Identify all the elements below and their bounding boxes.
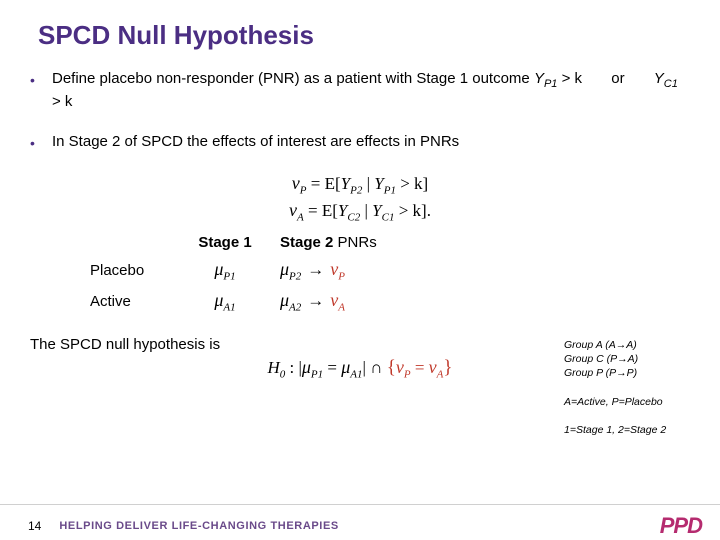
cell: μP1: [170, 259, 280, 282]
legend-line: Group C (P→A): [564, 352, 704, 366]
row-label-placebo: Placebo: [90, 262, 170, 279]
nu: ν: [396, 357, 404, 377]
mu-sub: A2: [289, 302, 301, 314]
math-var: Y: [338, 201, 347, 220]
brace: }: [443, 357, 452, 378]
mu: μ: [280, 259, 289, 279]
bullet-dot-icon: •: [30, 69, 52, 112]
math-var: Y: [341, 174, 350, 193]
math-sub: P1: [544, 78, 557, 90]
math-op: > k: [557, 70, 582, 87]
mu: μ: [341, 357, 350, 377]
nu-symbol: ν: [292, 173, 300, 193]
table-spacer: [90, 234, 170, 251]
rhs: > k]: [396, 174, 428, 193]
nu-sub: P: [300, 184, 307, 196]
table-row: Active μA1 μA2→νA: [90, 290, 490, 313]
math-op: > k: [52, 93, 72, 110]
slide-title: SPCD Null Hypothesis: [38, 20, 690, 51]
bar: |: [360, 201, 372, 220]
bullet-text: Define placebo non-responder (PNR) as a …: [52, 69, 690, 112]
arrow-icon: →: [301, 291, 330, 310]
cell: μA2→νA: [280, 290, 460, 313]
row-label-active: Active: [90, 293, 170, 310]
math-sub: C1: [664, 78, 678, 90]
math-sub: C2: [347, 212, 360, 224]
legend-line: A=Active, P=Placebo: [564, 395, 704, 409]
expectation-formulas: νP = E[YP2 | YP1 > k] νA = E[YC2 | YC1 >…: [30, 173, 690, 224]
legend-line: Group P (P→P): [564, 366, 704, 380]
cell: μP2→νP: [280, 259, 460, 282]
col-head-stage1: Stage 1: [170, 234, 280, 251]
arrow-icon: →: [301, 260, 330, 279]
stage-table: Stage 1 Stage 2 PNRs Placebo μP1 μP2→νP …: [90, 234, 490, 314]
mu: μ: [280, 290, 289, 310]
formula-line: νP = E[YP2 | YP1 > k]: [30, 173, 690, 196]
mu-sub: P1: [223, 270, 235, 282]
brace: {: [387, 357, 396, 378]
h0: H: [267, 358, 279, 377]
rhs: > k].: [394, 201, 431, 220]
nu: ν: [429, 357, 437, 377]
eq: =: [323, 358, 341, 377]
eq: = E[: [307, 174, 341, 193]
math-sub: P1: [384, 184, 396, 196]
nu-sub: A: [297, 212, 304, 224]
bullet-dot-icon: •: [30, 132, 52, 153]
mu-sub: A1: [223, 302, 235, 314]
math-var: Y: [654, 70, 664, 87]
legend-line: Group A (A→A): [564, 338, 704, 352]
bullet-pre: Define placebo non-responder (PNR) as a …: [52, 70, 534, 87]
footer-tagline: HELPING DELIVER LIFE-CHANGING THERAPIES: [59, 520, 659, 532]
col-head-stage2: Stage 2 PNRs: [280, 234, 460, 251]
table-row: Placebo μP1 μP2→νP: [90, 259, 490, 282]
legend-gap: [564, 381, 704, 395]
bullet-list: • Define placebo non-responder (PNR) as …: [30, 69, 690, 153]
bullet-sep: or: [586, 70, 649, 87]
colon: : |: [285, 358, 302, 377]
mu-sub: P1: [311, 368, 323, 380]
math-sub: C1: [382, 212, 395, 224]
bullet-item: • In Stage 2 of SPCD the effects of inte…: [30, 132, 690, 153]
cell: μA1: [170, 290, 280, 313]
legend-gap: [564, 409, 704, 423]
mu-sub: A1: [350, 368, 362, 380]
formula-line: νA = E[YC2 | YC1 > k].: [30, 200, 690, 223]
nu-symbol: ν: [289, 200, 297, 220]
math-var: Y: [374, 174, 383, 193]
nu-sub: P: [404, 368, 411, 380]
page-number: 14: [28, 519, 41, 533]
table-head-row: Stage 1 Stage 2 PNRs: [90, 234, 490, 251]
bullet-text: In Stage 2 of SPCD the effects of intere…: [52, 132, 690, 153]
bar: |: [362, 174, 374, 193]
slide: SPCD Null Hypothesis • Define placebo no…: [0, 0, 720, 540]
bullet-item: • Define placebo non-responder (PNR) as …: [30, 69, 690, 112]
math-var: Y: [534, 70, 544, 87]
math-sub: P2: [350, 184, 362, 196]
ppd-logo: PPD: [660, 513, 702, 539]
mu: μ: [302, 357, 311, 377]
eq: =: [411, 358, 429, 377]
slide-footer: 14 HELPING DELIVER LIFE-CHANGING THERAPI…: [0, 504, 720, 540]
head-rest: PNRs: [333, 234, 376, 251]
legend-box: Group A (A→A) Group C (P→A) Group P (P→P…: [564, 338, 704, 437]
head-bold: Stage 2: [280, 234, 333, 251]
intersect: | ∩: [363, 358, 387, 377]
nu-sub: P: [338, 270, 345, 282]
mu-sub: P2: [289, 270, 301, 282]
eq: = E[: [304, 201, 338, 220]
math-var: Y: [372, 201, 381, 220]
legend-line: 1=Stage 1, 2=Stage 2: [564, 423, 704, 437]
nu-sub: A: [338, 302, 345, 314]
